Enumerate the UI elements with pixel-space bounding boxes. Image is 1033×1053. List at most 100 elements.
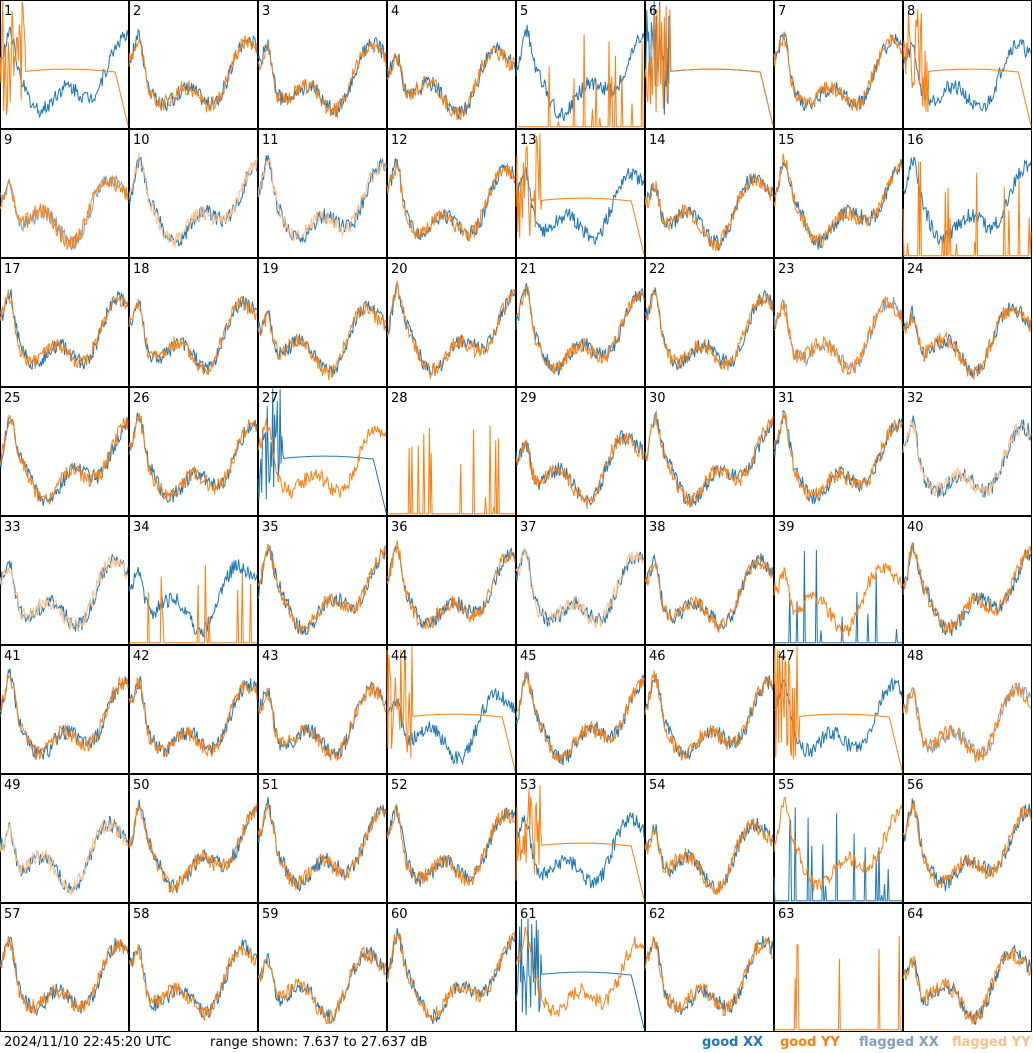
panel-30: 30 bbox=[644, 387, 774, 516]
series-yy-line bbox=[515, 285, 645, 375]
series-yy-line bbox=[0, 289, 129, 369]
panel-frame bbox=[645, 903, 774, 1032]
panel-label: 2 bbox=[133, 4, 141, 19]
panel-label: 37 bbox=[520, 520, 537, 535]
panel-label: 61 bbox=[520, 907, 537, 922]
series-xx-line bbox=[644, 287, 774, 371]
series-xx-line bbox=[515, 918, 645, 1029]
series-xx-line bbox=[644, 173, 774, 252]
panel-36: 36 bbox=[386, 516, 516, 645]
series-xx-line bbox=[257, 388, 387, 513]
panel-label: 64 bbox=[907, 907, 924, 922]
panel-label: 13 bbox=[520, 133, 537, 148]
panel-frame bbox=[903, 129, 1032, 258]
panel-label: 19 bbox=[262, 262, 279, 277]
series-yy-line bbox=[644, 412, 774, 507]
series-xx-line bbox=[386, 158, 516, 242]
series-yy-line bbox=[644, 670, 774, 761]
panel-frame bbox=[129, 387, 258, 516]
panel-label: 17 bbox=[4, 262, 21, 277]
panel-frame bbox=[645, 774, 774, 903]
panel-label: 39 bbox=[778, 520, 795, 535]
panel-label: 55 bbox=[778, 778, 795, 793]
panel-label: 12 bbox=[391, 133, 408, 148]
series-yy-line bbox=[515, 785, 645, 900]
series-yy-line bbox=[386, 540, 516, 630]
series-yy-line bbox=[128, 412, 258, 501]
series-xx-line bbox=[515, 812, 645, 889]
series-yy-line bbox=[128, 35, 258, 113]
panel-label: 62 bbox=[649, 907, 666, 922]
panel-57: 57 bbox=[0, 903, 129, 1032]
panel-60: 60 bbox=[386, 903, 516, 1032]
panel-9: 9 bbox=[0, 129, 129, 258]
panel-49: 49 bbox=[0, 774, 129, 903]
panel-label: 43 bbox=[262, 649, 279, 664]
series-yy-line bbox=[0, 1, 129, 126]
panel-label: 30 bbox=[649, 391, 666, 406]
panel-label: 51 bbox=[262, 778, 279, 793]
series-yy-line bbox=[902, 161, 1032, 257]
panel-12: 12 bbox=[386, 129, 516, 258]
panel-label: 24 bbox=[907, 262, 924, 277]
series-yy-line bbox=[0, 414, 129, 505]
panel-label: 6 bbox=[649, 4, 657, 19]
panel-3: 3 bbox=[257, 0, 387, 129]
legend-good-xx: good XX bbox=[702, 1035, 764, 1050]
panel-19: 19 bbox=[257, 258, 387, 387]
series-yy-line bbox=[257, 945, 387, 1025]
legend-good-yy: good YY bbox=[780, 1035, 840, 1050]
panel-label: 14 bbox=[649, 133, 666, 148]
panel-label: 42 bbox=[133, 649, 150, 664]
panel-frame bbox=[774, 387, 903, 516]
footer: 2024/11/10 22:45:20 UTC range shown: 7.6… bbox=[0, 1033, 1033, 1053]
panel-frame bbox=[903, 516, 1032, 645]
panel-label: 35 bbox=[262, 520, 279, 535]
panel-frame bbox=[258, 516, 387, 645]
series-yy-line bbox=[0, 936, 129, 1015]
panel-63: 63 bbox=[774, 903, 903, 1032]
series-xx-line bbox=[515, 548, 645, 627]
panel-frame bbox=[387, 774, 516, 903]
series-yy-line bbox=[387, 425, 515, 515]
panel-label: 16 bbox=[907, 133, 924, 148]
panel-21: 21 bbox=[515, 258, 645, 387]
panel-frame bbox=[0, 129, 129, 258]
panel-label: 11 bbox=[262, 133, 279, 148]
panel-label: 10 bbox=[133, 133, 150, 148]
panel-59: 59 bbox=[257, 903, 387, 1032]
series-xx-line bbox=[644, 935, 774, 1015]
series-yy-line bbox=[386, 47, 516, 121]
panel-frame bbox=[774, 129, 903, 258]
panel-29: 29 bbox=[515, 387, 645, 516]
panel-label: 48 bbox=[907, 649, 924, 664]
panel-15: 15 bbox=[773, 129, 903, 258]
panel-label: 29 bbox=[520, 391, 537, 406]
panel-33: 33 bbox=[0, 516, 129, 645]
series-yy-line bbox=[515, 133, 645, 255]
series-yy-line bbox=[257, 156, 387, 241]
series-yy-line bbox=[773, 796, 903, 892]
panel-17: 17 bbox=[0, 258, 129, 387]
panel-2: 2 bbox=[128, 0, 258, 129]
series-yy-line bbox=[257, 682, 387, 761]
timestamp: 2024/11/10 22:45:20 UTC bbox=[4, 1035, 172, 1050]
series-yy-line bbox=[515, 432, 645, 509]
panel-frame bbox=[129, 0, 258, 129]
panel-label: 34 bbox=[133, 520, 150, 535]
series-yy-line bbox=[644, 554, 774, 634]
panel-frame bbox=[903, 387, 1032, 516]
series-yy-line bbox=[128, 802, 258, 894]
panel-frame bbox=[645, 258, 774, 387]
panel-label: 40 bbox=[907, 520, 924, 535]
panel-6: 6 bbox=[644, 0, 774, 129]
panel-label: 59 bbox=[262, 907, 279, 922]
panel-label: 47 bbox=[778, 649, 795, 664]
series-xx-line bbox=[128, 676, 258, 758]
panel-frame bbox=[645, 645, 774, 774]
panel-frame bbox=[516, 774, 645, 903]
panel-label: 21 bbox=[520, 262, 537, 277]
panel-48: 48 bbox=[902, 645, 1032, 774]
panel-39: 39 bbox=[773, 516, 903, 645]
panel-53: 53 bbox=[515, 774, 645, 903]
